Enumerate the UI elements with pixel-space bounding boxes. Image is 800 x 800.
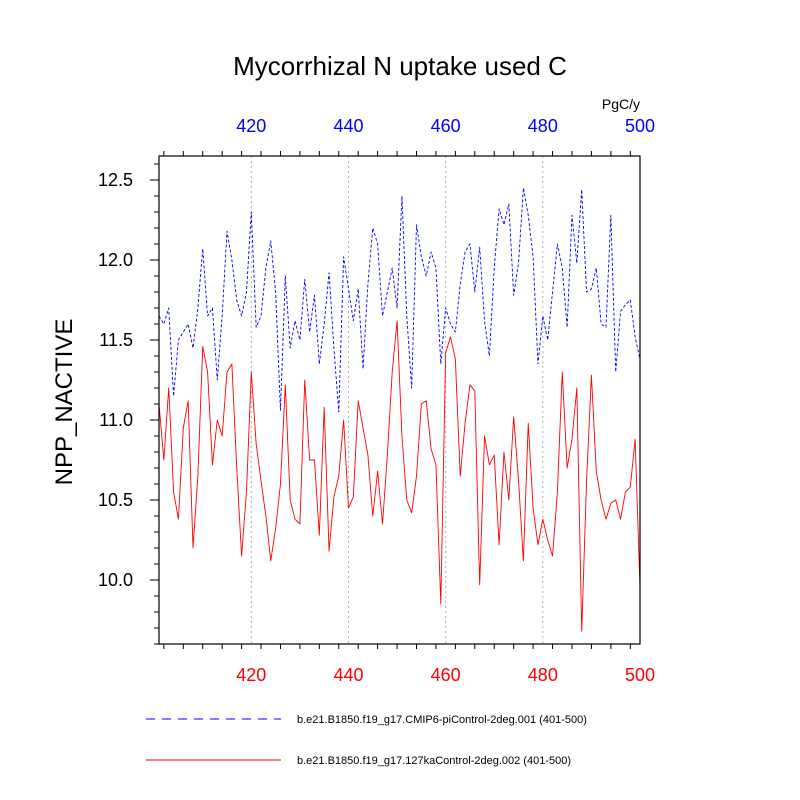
chart: Mycorrhizal N uptake used C PgC/y NPP_NA…: [0, 0, 800, 800]
y-tick-label: 11.0: [99, 410, 133, 430]
x-tick-label-bottom: 500: [625, 665, 655, 685]
series-line-1: [159, 321, 640, 631]
x-tick-label-bottom: 460: [431, 665, 461, 685]
grid-lines: [251, 156, 543, 644]
legend-label-1: b.e21.B1850.f19_g17.127kaControl-2deg.00…: [297, 755, 571, 767]
x-tick-label-top: 460: [431, 116, 461, 136]
units-label: PgC/y: [602, 96, 640, 112]
legend-label-0: b.e21.B1850.f19_g17.CMIP6-piControl-2deg…: [297, 714, 587, 726]
axes: 10.0 10.5 11.0 11.5 12.0 12.5 420 420 440 440 460 4…: [98, 116, 655, 685]
y-tick-label: 10.0: [98, 570, 133, 590]
legend: b.e21.B1850.f19_g17.CMIP6-piControl-2deg…: [146, 714, 587, 767]
x-tick-label-top: 480: [528, 116, 558, 136]
x-tick-label-top: 500: [625, 116, 655, 136]
x-tick-label-bottom: 440: [333, 665, 363, 685]
y-tick-label: 11.5: [99, 330, 133, 350]
chart-title: Mycorrhizal N uptake used C: [233, 51, 567, 81]
y-tick-label: 12.5: [98, 170, 133, 190]
y-axis-label: NPP_NACTIVE: [51, 319, 78, 486]
x-tick-label-bottom: 480: [528, 665, 558, 685]
x-tick-label-top: 440: [333, 116, 363, 136]
x-tick-label-bottom: 420: [236, 665, 266, 685]
series-layer: [159, 188, 640, 631]
x-tick-label-top: 420: [236, 116, 266, 136]
y-tick-label: 10.5: [98, 490, 133, 510]
plot-frame: [159, 156, 640, 644]
y-tick-label: 12.0: [98, 250, 133, 270]
